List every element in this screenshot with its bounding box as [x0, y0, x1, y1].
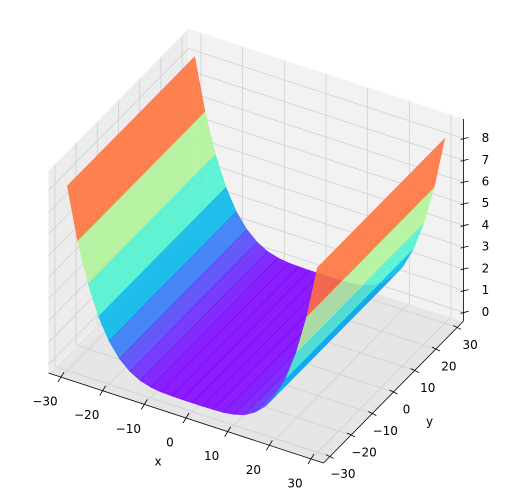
- grid-line: [48, 48, 189, 191]
- tick-mark: [460, 289, 469, 292]
- tick-mark: [460, 137, 469, 140]
- grid-line: [188, 48, 464, 139]
- y-tick-label: −10: [373, 424, 398, 438]
- x-axis-label: x: [154, 455, 161, 469]
- z-tick-label: 8: [482, 131, 490, 145]
- y-tick-label: −20: [351, 446, 376, 460]
- y-tick-label: 0: [403, 403, 411, 417]
- axis-line: [323, 320, 464, 464]
- z-tick-label: 0: [482, 305, 490, 319]
- axis-line: [48, 372, 324, 464]
- z-tick-label: 3: [482, 240, 490, 254]
- x-tick-label: −30: [32, 395, 57, 409]
- x-tick-label: 30: [287, 476, 302, 490]
- x-tick-label: 20: [246, 463, 261, 477]
- tick-mark: [460, 202, 469, 206]
- y-tick-label: 10: [420, 381, 435, 395]
- x-tick-label: −10: [116, 422, 141, 436]
- grid-line: [54, 366, 330, 457]
- z-tick-label: 2: [482, 261, 490, 275]
- z-tick-label: 7: [482, 153, 490, 167]
- y-tick-label: −30: [330, 467, 355, 481]
- grid-line: [188, 178, 464, 270]
- y-tick-label: 20: [441, 359, 456, 373]
- z-tick-label: 4: [482, 218, 490, 232]
- tick-mark: [460, 310, 469, 314]
- tick-mark: [460, 224, 469, 227]
- x-tick-label: 0: [166, 436, 174, 450]
- z-tick-label: 6: [482, 174, 490, 188]
- z-tick-label: 1: [482, 283, 490, 297]
- tick-mark: [460, 180, 469, 184]
- z-tick-label: 5: [482, 196, 490, 210]
- x-tick-label: 10: [204, 449, 219, 463]
- tick-mark: [460, 267, 469, 271]
- surface-patch: [306, 137, 446, 318]
- grid-line: [188, 69, 464, 161]
- y-axis-label: y: [426, 415, 433, 429]
- x-tick-label: −20: [74, 408, 99, 422]
- tick-mark: [460, 158, 469, 162]
- tick-mark: [460, 245, 469, 249]
- y-tick-label: 30: [462, 338, 477, 352]
